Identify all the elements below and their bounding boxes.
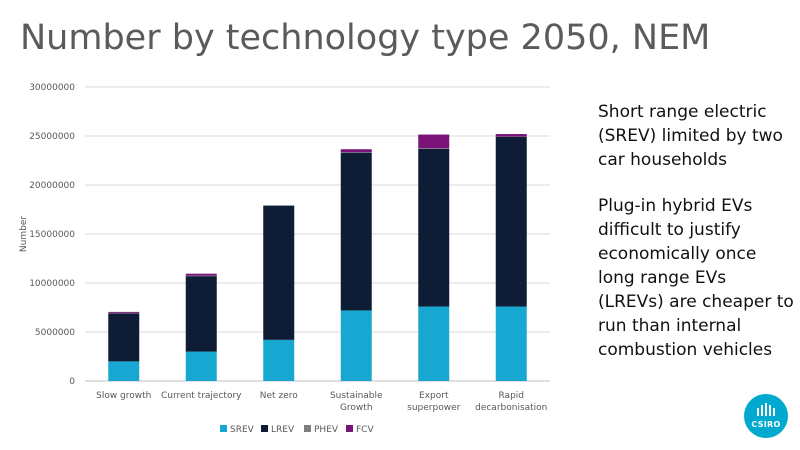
y-tick-label: 20000000 [29, 181, 75, 191]
bars [108, 134, 527, 381]
y-tick-label: 10000000 [29, 279, 75, 289]
legend-label-srev: SREV [230, 425, 255, 435]
x-category-label: Export [419, 391, 449, 401]
bar-fcv [340, 149, 372, 153]
x-category-label: decarbonisation [475, 403, 547, 413]
bar-fcv [495, 134, 527, 137]
gridlines [85, 86, 550, 382]
bar-srev [340, 310, 372, 381]
bar-srev [108, 361, 140, 381]
bar-lrev [340, 152, 372, 311]
csiro-logo-icon [757, 403, 775, 416]
legend: SREV LREV PHEV FCV [220, 425, 374, 435]
x-category-label: superpower [407, 403, 460, 413]
bar-fcv [108, 311, 140, 313]
bar-lrev [263, 205, 295, 340]
legend-swatch-phev [304, 425, 311, 432]
note-phev: Plug-in hybrid EVs difficult to justify … [598, 196, 794, 360]
bar-srev [263, 339, 295, 381]
y-tick-label: 5000000 [35, 328, 75, 338]
legend-swatch-lrev [261, 425, 268, 432]
csiro-logo: CSIRO [744, 394, 788, 438]
x-category-label: Sustainable [330, 391, 383, 401]
bar-lrev [185, 276, 217, 352]
slide-title: Number by technology type 2050, NEM [20, 18, 711, 58]
logo-text: CSIRO [751, 420, 781, 429]
y-tick-label: 0 [69, 377, 75, 387]
y-tick-label: 25000000 [29, 132, 75, 142]
bar-srev [495, 306, 527, 381]
x-category-label: Growth [340, 403, 373, 413]
legend-swatch-fcv [346, 425, 353, 432]
x-category-label: Net zero [260, 391, 298, 401]
y-axis-ticks: 0 5000000 10000000 15000000 20000000 25000000… [29, 83, 75, 387]
bar-lrev [495, 136, 527, 307]
bar-fcv [185, 273, 217, 276]
legend-swatch-srev [220, 425, 227, 432]
x-category-label: Rapid [499, 391, 525, 401]
legend-label-lrev: LREV [271, 425, 295, 435]
legend-label-fcv: FCV [356, 425, 374, 435]
side-notes: Short range electric (SREV) limited by t… [598, 100, 794, 384]
y-tick-label: 15000000 [29, 230, 75, 240]
x-axis-categories: Slow growth Current trajectory Net zero Sus… [96, 391, 547, 413]
note-srev: Short range electric (SREV) limited by t… [598, 102, 783, 170]
x-category-label: Current trajectory [161, 391, 242, 401]
x-category-label: Slow growth [96, 391, 151, 401]
y-tick-label: 30000000 [29, 83, 75, 93]
bar-srev [185, 351, 217, 381]
y-axis-label: Number [19, 216, 29, 252]
bar-srev [418, 306, 450, 381]
bar-lrev [108, 313, 140, 362]
legend-label-phev: PHEV [314, 425, 339, 435]
bar-lrev [418, 148, 450, 307]
bar-fcv [418, 134, 450, 149]
